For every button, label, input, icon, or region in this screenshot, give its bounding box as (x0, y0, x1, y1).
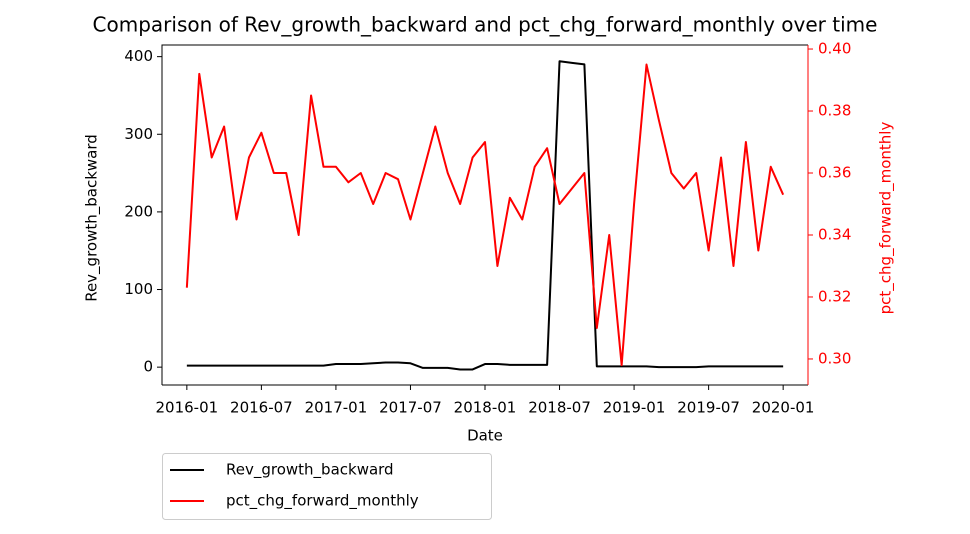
x-axis-label: Date (467, 427, 503, 445)
x-tick-label: 2019-01 (603, 399, 666, 417)
y2-tick-label: 0.40 (818, 40, 851, 58)
y-tick-label: 300 (124, 125, 153, 143)
y-tick-label: 400 (124, 47, 153, 65)
x-tick-label: 2016-01 (156, 399, 219, 417)
y2-tick-label: 0.36 (818, 164, 851, 182)
series-line (186, 60, 784, 371)
y2-tick-label: 0.38 (818, 102, 851, 120)
x-tick-label: 2019-07 (677, 399, 740, 417)
legend-box (162, 453, 492, 520)
x-tick-label: 2017-01 (305, 399, 368, 417)
series-line (185, 63, 785, 367)
x-tick-label: 2017-07 (379, 399, 442, 417)
x-tick-label: 2020-01 (752, 399, 815, 417)
x-tick-label: 2018-07 (528, 399, 591, 417)
y2-axis-label: pct_chg_forward_monthly (877, 122, 896, 315)
y-tick-label: 0 (143, 358, 153, 376)
y2-tick-label: 0.34 (818, 225, 851, 243)
y2-tick-label: 0.30 (818, 349, 851, 367)
x-tick-label: 2018-01 (454, 399, 517, 417)
y-axis-label: Rev_growth_backward (83, 134, 102, 302)
y-tick-label: 100 (124, 280, 153, 298)
legend-label: pct_chg_forward_monthly (226, 492, 419, 511)
x-tick-label: 2016-07 (230, 399, 293, 417)
chart-title: Comparison of Rev_growth_backward and pc… (93, 13, 878, 37)
y-tick-label: 200 (124, 202, 153, 220)
y2-tick-label: 0.32 (818, 287, 851, 305)
legend-label: Rev_growth_backward (226, 461, 394, 480)
legend: Rev_growth_backward pct_chg_forward_month… (162, 453, 492, 520)
axes-frame (161, 44, 808, 386)
